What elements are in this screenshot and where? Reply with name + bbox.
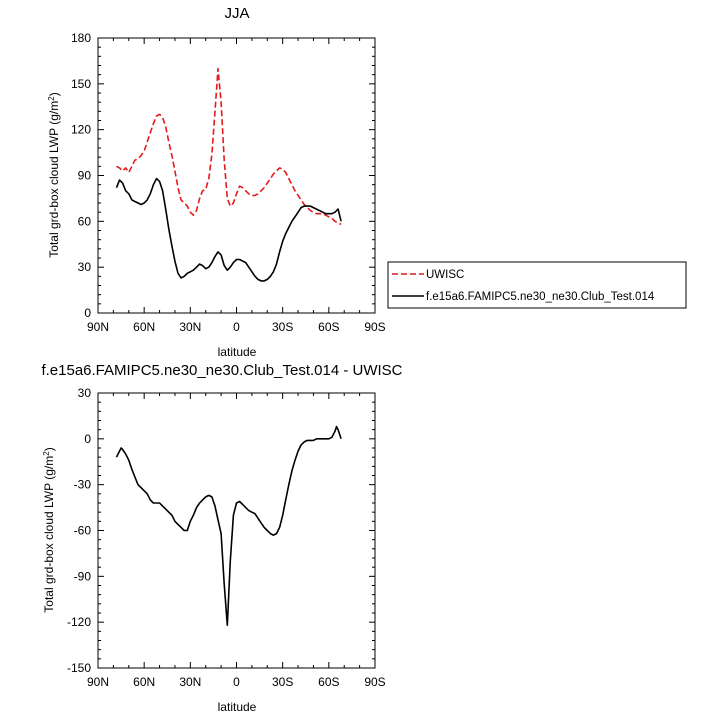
top-series-line-1 [115, 177, 342, 282]
bottom-y-tick-label: -30 [74, 478, 92, 492]
top-y-axis-label-main: Total grd-box cloud LWP (g/m [47, 101, 61, 258]
bottom-x-tick-label: 90N [87, 675, 109, 689]
top-plot-frame [97, 37, 376, 314]
bottom-y-tick-label: -120 [67, 615, 91, 629]
top-x-axis-label: latitude [218, 345, 257, 359]
legend-box [387, 261, 687, 309]
bottom-y-axis-label-superscript: 2 [42, 451, 51, 456]
bottom-x-tick-label: 30S [272, 675, 293, 689]
bottom-y-axis-label: Total grd-box cloud LWP (g/m2) [42, 447, 57, 612]
bottom-y-tick-label: -90 [74, 569, 92, 583]
legend-label-uwisc: UWISC [426, 269, 464, 281]
bottom-panel-lwp-difference: f.e15a6.FAMIPC5.ne30_ne30.Club_Test.014 … [41, 362, 402, 714]
bottom-series-line-0 [115, 425, 342, 627]
bottom-x-tick-label: 90S [364, 675, 385, 689]
top-y-tick-label: 120 [71, 123, 91, 137]
bottom-y-tick-label: 0 [84, 432, 91, 446]
bottom-y-axis-label-close: ) [42, 447, 56, 451]
top-series-line-0 [116, 67, 342, 226]
top-y-axis-label: Total grd-box cloud LWP (g/m2) [47, 92, 62, 257]
bottom-series-group [115, 425, 342, 627]
top-y-axis-label-superscript: 2 [47, 96, 56, 101]
bottom-axis-ticks: -150 -120 -90 -60 -30 0 30 90N 60N 30N 0 30S 60S 90S [67, 386, 386, 689]
top-axis-ticks: 0 30 60 90 120 150 180 90N 60N 30N 0 30S 60S 90S [71, 31, 386, 334]
bottom-x-tick-label: 0 [233, 675, 240, 689]
top-x-tick-label: 60S [318, 320, 339, 334]
top-x-tick-label: 30S [272, 320, 293, 334]
bottom-x-tick-label: 60N [133, 675, 155, 689]
bottom-panel-title: f.e15a6.FAMIPC5.ne30_ne30.Club_Test.014 … [41, 362, 402, 379]
bottom-y-axis-label-main: Total grd-box cloud LWP (g/m [42, 456, 56, 613]
legend: UWISC f.e15a6.FAMIPC5.ne30_ne30.Club_Tes… [387, 261, 687, 309]
top-y-tick-label: 0 [84, 306, 91, 320]
top-y-tick-label: 150 [71, 77, 91, 91]
bottom-y-tick-label: -150 [67, 661, 91, 675]
top-x-tick-label: 90N [87, 320, 109, 334]
top-x-tick-label: 60N [133, 320, 155, 334]
top-panel-title: JJA [224, 5, 249, 22]
bottom-x-tick-label: 60S [318, 675, 339, 689]
bottom-x-axis-label: latitude [218, 700, 257, 714]
legend-label-model: f.e15a6.FAMIPC5.ne30_ne30.Club_Test.014 [426, 291, 655, 303]
top-y-tick-label: 60 [78, 214, 92, 228]
bottom-x-tick-label: 30N [179, 675, 201, 689]
bottom-y-tick-label: 30 [78, 386, 92, 400]
top-x-tick-label: 90S [364, 320, 385, 334]
top-y-axis-label-close: ) [47, 92, 61, 96]
top-y-tick-label: 90 [78, 169, 92, 183]
top-x-tick-label: 0 [233, 320, 240, 334]
top-y-tick-label: 180 [71, 31, 91, 45]
top-series-group [115, 67, 342, 282]
bottom-y-tick-label: -60 [74, 524, 92, 538]
top-y-tick-label: 30 [78, 260, 92, 274]
top-x-tick-label: 30N [179, 320, 201, 334]
